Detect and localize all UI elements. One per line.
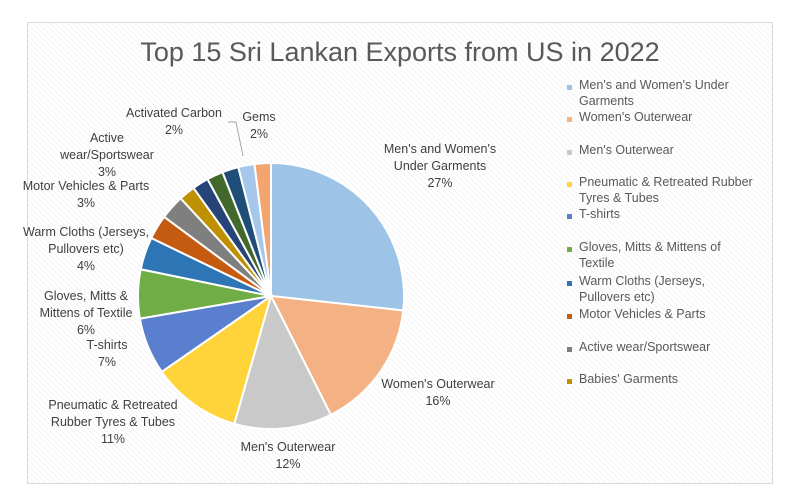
legend-swatch xyxy=(567,281,572,286)
data-label: Women's Outerwear 16% xyxy=(381,377,494,408)
data-label: Active wear/Sportswear 3% xyxy=(59,131,154,179)
data-label: Activated Carbon 2% xyxy=(126,106,222,137)
data-label: Men's Outerwear 12% xyxy=(241,440,336,471)
data-label: Gems 2% xyxy=(242,110,275,141)
legend-entry: Active wear/Sportswear xyxy=(579,340,710,354)
leader-line xyxy=(228,121,244,157)
legend-entry: Women's Outerwear xyxy=(579,110,692,124)
data-labels: Men's and Women's Under Garments 27% Women'… xyxy=(23,106,496,471)
data-label: Warm Cloths (Jerseys, Pullovers etc) 4% xyxy=(23,225,149,273)
pie-slice xyxy=(233,293,333,430)
data-label: Motor Vehicles & Parts 3% xyxy=(23,179,149,210)
legend-entry: Motor Vehicles & Parts xyxy=(579,307,705,321)
legend-swatch xyxy=(567,314,572,319)
pie-slice xyxy=(270,161,405,312)
chart-area xyxy=(27,22,773,484)
data-label: Pneumatic & Retreated Rubber Tyres & Tube… xyxy=(48,398,177,446)
data-label: T-shirts 7% xyxy=(87,338,128,369)
pie-slice xyxy=(253,161,272,297)
legend-swatch xyxy=(567,347,572,352)
pie-slices xyxy=(137,161,405,430)
legend-entry: Men's and Women's Under Garments xyxy=(579,78,729,108)
data-label: Gloves, Mitts & Mittens of Textile 6% xyxy=(40,289,133,337)
legend-swatch xyxy=(567,150,572,155)
legend-swatch xyxy=(567,214,572,219)
legend-swatch xyxy=(567,379,572,384)
legend-entry: T-shirts xyxy=(579,207,620,221)
legend-swatch xyxy=(567,247,572,252)
legend-entry: Warm Cloths (Jerseys, Pullovers etc) xyxy=(579,274,705,304)
pie-slice xyxy=(160,293,273,426)
legend: Men's and Women's Under Garments Women's O… xyxy=(567,78,753,386)
legend-entry: Babies' Garments xyxy=(579,372,678,386)
pie-slice xyxy=(269,294,405,417)
legend-entry: Gloves, Mitts & Mittens of Textile xyxy=(579,240,721,270)
legend-swatch xyxy=(567,85,572,90)
legend-swatch xyxy=(567,117,572,122)
legend-entry: Men's Outerwear xyxy=(579,143,674,157)
legend-swatch xyxy=(567,182,572,187)
chart-title: Top 15 Sri Lankan Exports from US in 202… xyxy=(140,37,659,67)
data-label: Men's and Women's Under Garments 27% xyxy=(384,142,496,190)
legend-entry: Pneumatic & Retreated Rubber Tyres & Tube… xyxy=(579,175,753,205)
